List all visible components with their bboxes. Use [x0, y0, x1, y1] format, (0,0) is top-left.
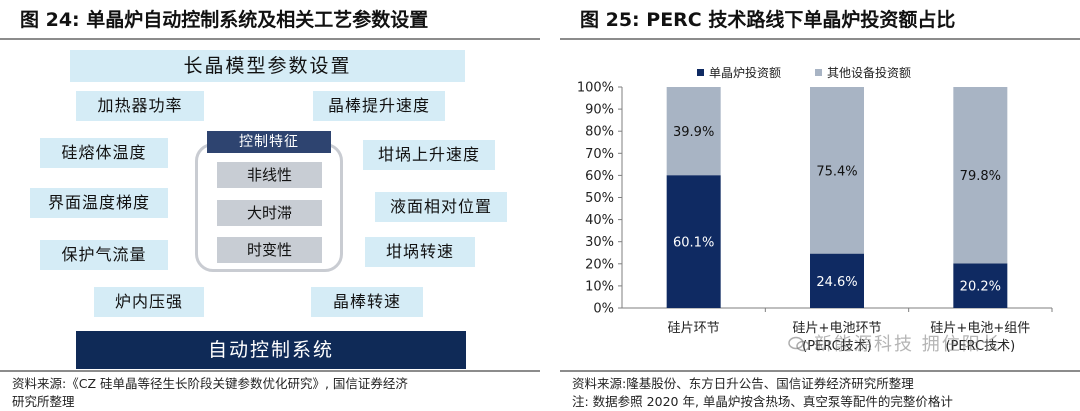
data-label: 75.4%: [816, 164, 857, 179]
watermark: 新能源科技 拥住阳长: [788, 330, 1002, 356]
bar-furnace: [953, 263, 1008, 308]
legend-label: 其他设备投资额: [827, 65, 911, 80]
y-tick-label: 100%: [577, 81, 614, 96]
right-figure: 图 25: PERC 技术路线下单晶炉投资额占比 0% 10% 20% 30% 40% 5…: [560, 0, 1080, 411]
data-label: 39.9%: [673, 125, 714, 140]
param-interface-gradient: 界面温度梯度: [30, 188, 168, 218]
y-tick-label: 80%: [585, 125, 614, 140]
param-crucible-lift-speed: 坩埚上升速度: [363, 140, 495, 170]
right-source-note: 资料来源:隆基股份、东方日升公告、国信证券经济研究所整理 注: 数据参照 202…: [560, 370, 1080, 411]
bar-other: [953, 87, 1008, 264]
right-figure-title: 图 25: PERC 技术路线下单晶炉投资额占比: [560, 0, 1080, 40]
feature-nonlinear: 非线性: [217, 162, 322, 188]
wechat-icon: [788, 336, 810, 352]
left-figure-title: 图 24: 单晶炉自动控制系统及相关工艺参数设置: [0, 0, 540, 40]
data-label: 60.1%: [673, 236, 714, 251]
y-tick-label: 0%: [593, 302, 614, 317]
right-source-line1: 资料来源:隆基股份、东方日升公告、国信证券经济研究所整理: [572, 376, 914, 391]
x-tick-label: 硅片+电池+组件: [930, 321, 1030, 336]
data-label: 79.8%: [960, 169, 1001, 184]
param-gas-flow: 保护气流量: [40, 240, 168, 270]
watermark-text: 新能源科技 拥住阳长: [814, 334, 1002, 355]
left-figure: 图 24: 单晶炉自动控制系统及相关工艺参数设置 长晶模型参数设置 加热器功率 …: [0, 0, 540, 411]
right-source-line2: 注: 数据参照 2020 年, 单晶炉按含热场、真空泵等配件的完整价格计: [572, 394, 953, 409]
x-tick-label: (PERC技术): [945, 339, 1015, 354]
feature-time-varying: 时变性: [217, 237, 322, 263]
legend-swatch: [815, 69, 822, 76]
param-lift-speed: 晶棒提升速度: [313, 91, 445, 121]
y-tick-label: 70%: [585, 147, 614, 162]
y-tick-label: 20%: [585, 257, 614, 272]
bar-other: [810, 87, 864, 254]
left-source-line1: 资料来源:《CZ 硅单晶等径生长阶段关键参数优化研究》, 国信证券经济: [12, 376, 408, 391]
param-heater-power: 加热器功率: [76, 91, 204, 121]
param-crucible-rotation: 坩埚转速: [365, 237, 475, 267]
investment-share-chart: 0% 10% 20% 30% 40% 50% 60% 70% 80% 90% 100% 单晶炉投资额 其…: [577, 65, 1053, 354]
y-tick-label: 40%: [585, 213, 614, 228]
legend-label: 单晶炉投资额: [709, 65, 781, 80]
auto-control-banner: 自动控制系统: [76, 331, 466, 369]
y-tick-label: 10%: [585, 279, 614, 294]
y-tick-label: 50%: [585, 191, 614, 206]
control-diagram: 长晶模型参数设置 加热器功率 硅熔体温度 界面温度梯度 保护气流量 炉内压强 晶…: [10, 40, 530, 370]
data-label: 20.2%: [960, 280, 1001, 295]
param-rod-rotation: 晶棒转速: [311, 287, 423, 317]
left-source-line2: 研究所整理: [12, 394, 75, 409]
y-tick-label: 30%: [585, 235, 614, 250]
feature-large-delay: 大时滞: [217, 200, 322, 226]
bar-furnace: [810, 253, 864, 308]
bar-furnace: [666, 175, 721, 308]
y-tick-label: 60%: [585, 169, 614, 184]
param-melt-temp: 硅熔体温度: [40, 138, 168, 168]
legend-swatch: [697, 69, 704, 76]
param-liquid-position: 液面相对位置: [375, 192, 507, 222]
crystal-model-banner: 长晶模型参数设置: [70, 50, 465, 82]
left-source-note: 资料来源:《CZ 硅单晶等径生长阶段关键参数优化研究》, 国信证券经济 研究所整…: [0, 370, 540, 411]
bar-other: [666, 87, 721, 176]
y-tick-label: 90%: [585, 103, 614, 118]
x-tick-label: 硅片环节: [668, 321, 720, 336]
control-features-title: 控制特征: [207, 131, 331, 153]
x-tick-label: 硅片+电池环节: [793, 321, 882, 336]
data-label: 24.6%: [816, 275, 857, 290]
param-furnace-pressure: 炉内压强: [94, 287, 204, 317]
x-tick-label: (PERC技术): [802, 339, 872, 354]
